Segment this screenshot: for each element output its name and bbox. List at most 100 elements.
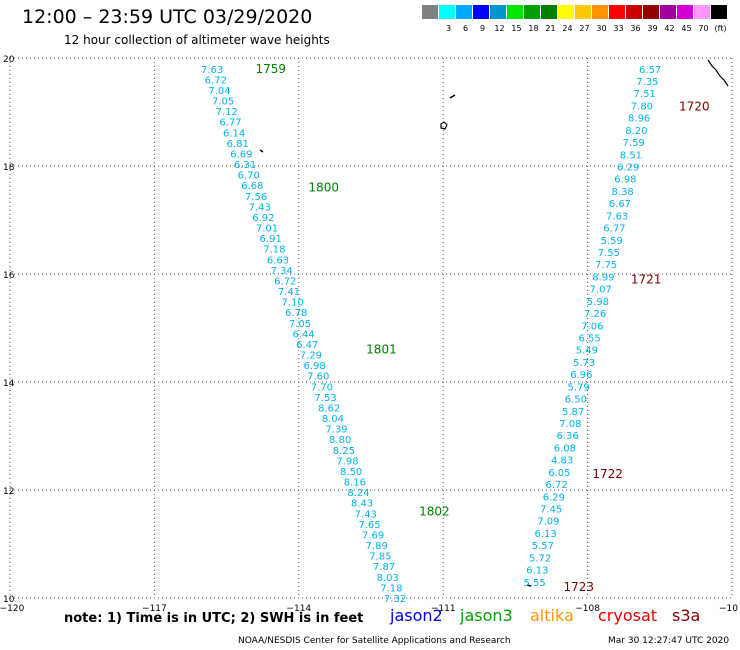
wave-height-label: 5.57 — [532, 541, 554, 552]
scale-label: 27 — [579, 24, 590, 33]
x-tick-label: −120 — [0, 604, 25, 614]
satellite-label-jason3: jason3 — [460, 606, 513, 625]
wave-height-label: 6.96 — [570, 370, 592, 381]
wave-height-label: 7.55 — [598, 248, 620, 259]
scale-swatch — [456, 5, 473, 19]
scale-label: 39 — [647, 24, 658, 33]
footer-note: note: 1) Time is in UTC; 2) SWH is in fe… — [64, 611, 364, 626]
pass-time-label: 1721 — [631, 272, 662, 286]
wave-height-label: 6.36 — [557, 431, 579, 442]
pass-time-label: 1722 — [592, 467, 623, 481]
scale-label: 12 — [494, 24, 505, 33]
x-tick-label: −111 — [431, 604, 456, 614]
credit-text: NOAA/NESDIS Center for Satellite Applica… — [238, 636, 511, 646]
wave-height-label: 7.10 — [282, 298, 304, 309]
wave-height-label: 6.67 — [609, 199, 631, 210]
wave-height-label: 7.07 — [590, 285, 612, 296]
wave-height-label: 7.60 — [307, 372, 329, 383]
pass-time-label: 1723 — [564, 580, 595, 594]
wave-height-label: 6.68 — [241, 181, 263, 192]
scale-swatch — [558, 5, 575, 19]
wave-height-label: 7.45 — [540, 505, 562, 516]
y-tick-label: 16 — [3, 271, 15, 281]
wave-height-label: 7.69 — [362, 530, 384, 541]
wave-height-label: 5.73 — [573, 358, 595, 369]
wave-height-label: 6.69 — [230, 149, 252, 160]
wave-height-label: 6.29 — [543, 492, 565, 503]
wave-height-label: 8.50 — [340, 467, 362, 478]
wave-height-label: 8.24 — [347, 488, 369, 499]
wave-height-label: 7.12 — [216, 107, 238, 118]
wave-height-label: 7.63 — [606, 211, 628, 222]
wave-height-label: 7.75 — [595, 260, 617, 271]
wave-height-label: 6.63 — [267, 255, 289, 266]
wave-height-label: 6.98 — [303, 361, 325, 372]
scale-swatch — [626, 5, 643, 19]
wave-height-label: 6.77 — [219, 118, 241, 129]
wave-height-label: 7.32 — [384, 594, 406, 605]
scale-swatch — [524, 5, 541, 19]
wave-height-label: 7.56 — [245, 192, 267, 203]
wave-height-label: 6.13 — [535, 529, 557, 540]
wave-height-label: 7.41 — [278, 287, 300, 298]
wave-height-label: 8.96 — [628, 114, 650, 125]
wave-height-label: 7.18 — [263, 245, 285, 256]
wave-height-label: 5.59 — [601, 236, 623, 247]
x-tick-label: −114 — [286, 604, 311, 614]
scale-swatch — [473, 5, 490, 19]
y-tick-label: 10 — [3, 595, 15, 605]
scale-swatch — [677, 5, 694, 19]
y-tick-label: 20 — [3, 55, 15, 65]
wave-height-label: 7.87 — [373, 562, 395, 573]
wave-height-label: 5.98 — [587, 297, 609, 308]
chart-subtitle: 12 hour collection of altimeter wave hei… — [64, 33, 330, 47]
wave-height-label: 7.43 — [355, 509, 377, 520]
wave-height-label: 7.70 — [311, 382, 333, 393]
wave-height-label: 6.44 — [292, 329, 314, 340]
wave-height-label: 8.04 — [322, 414, 344, 425]
wave-height-label: 6.77 — [603, 224, 625, 235]
wave-height-label: 8.51 — [620, 150, 642, 161]
satellite-label-jason2: jason2 — [390, 606, 443, 625]
wave-height-label: 8.25 — [333, 446, 355, 457]
x-tick-label: −117 — [142, 604, 167, 614]
wave-height-label: 5.79 — [568, 382, 590, 393]
wave-height-label: 6.78 — [285, 308, 307, 319]
wave-height-label: 7.29 — [300, 351, 322, 362]
wave-height-label: 7.85 — [369, 552, 391, 563]
wave-height-label: 7.01 — [256, 224, 278, 235]
wave-height-label: 6.31 — [234, 160, 256, 171]
scale-label: 33 — [613, 24, 624, 33]
wave-height-label: 7.05 — [212, 97, 234, 108]
pass-time-label: 1759 — [255, 62, 286, 76]
chart-title: 12:00 – 23:59 UTC 03/29/2020 — [22, 6, 313, 28]
scale-label: 18 — [528, 24, 539, 33]
scale-label: 24 — [562, 24, 573, 33]
wave-height-label: 8.16 — [344, 478, 366, 489]
scale-swatch — [694, 5, 711, 19]
scale-swatch — [592, 5, 609, 19]
scale-label: 45 — [681, 24, 692, 33]
wave-height-label: 7.80 — [631, 101, 653, 112]
scale-swatch — [643, 5, 660, 19]
scale-label: 36 — [630, 24, 641, 33]
wave-height-label: 6.08 — [554, 443, 576, 454]
wave-height-label: 5.49 — [576, 346, 598, 357]
wave-height-label: 7.65 — [358, 520, 380, 531]
coastline — [259, 59, 729, 587]
wave-height-label: 5.72 — [529, 553, 551, 564]
wave-height-label: 7.08 — [559, 419, 581, 430]
satellite-label-s3a: s3a — [672, 606, 701, 625]
wave-height-label: 7.89 — [366, 541, 388, 552]
wave-height-label: 7.59 — [623, 138, 645, 149]
scale-swatch — [541, 5, 558, 19]
wave-height-label: 8.43 — [351, 499, 373, 510]
wave-height-label: 7.53 — [314, 393, 336, 404]
scale-swatch — [422, 5, 439, 19]
x-tick-label: −108 — [575, 604, 600, 614]
wave-height-label: 6.50 — [565, 395, 587, 406]
wave-height-label: 7.18 — [380, 583, 402, 594]
wave-height-label: 4.83 — [551, 456, 573, 467]
scale-label: 15 — [511, 24, 522, 33]
